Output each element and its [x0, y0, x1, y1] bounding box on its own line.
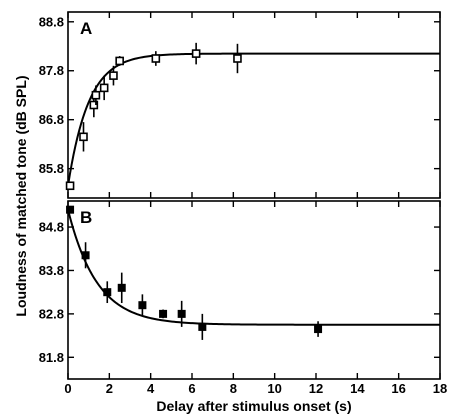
panel-a-data-point — [151, 54, 161, 63]
panel-b-data-point — [314, 325, 323, 334]
panel-b-letter: B — [80, 208, 92, 227]
panel-a-data-point — [191, 49, 201, 58]
panel-a-frame — [67, 11, 441, 199]
x-tick-label: 16 — [391, 381, 405, 396]
x-tick-label: 12 — [309, 381, 323, 396]
x-tick-label: 8 — [230, 381, 237, 396]
x-axis-title: Delay after stimulus onset (s) — [156, 398, 351, 414]
panel-a-data-point — [91, 90, 101, 100]
panel-b-data-point — [117, 283, 126, 292]
panel-a-fit-curve — [67, 52, 440, 186]
panel-b: B — [67, 200, 441, 380]
x-tick-label: 10 — [267, 381, 281, 396]
panel-b-data-point — [103, 288, 112, 297]
panel-b-frame — [67, 200, 441, 380]
x-tick-label: 18 — [433, 381, 447, 396]
panel-a-letter: A — [80, 19, 92, 38]
panel-b-data-point — [81, 251, 90, 260]
panel-b-ytick-label: 81.8 — [39, 350, 64, 365]
panel-a-data-point — [65, 181, 75, 191]
panel-b-ytick-label: 84.8 — [39, 220, 64, 235]
panel-b-ytick-label: 83.8 — [39, 263, 64, 278]
chart-marks: 85.8 86.8 87.8 88.8 81.8 82.8 83.8 84.8 0 2 4 6 8 10 1… — [39, 12, 447, 396]
panel-a-data-point — [115, 56, 124, 66]
panel-b-data-point — [66, 205, 75, 214]
x-tick-label: 0 — [64, 381, 71, 396]
panel-a-ytick-label: 85.8 — [39, 161, 64, 176]
panel-a-data-point — [89, 100, 99, 110]
panel-a-ytick-label: 87.8 — [39, 63, 64, 78]
y-axis-title: Loudness of matched tone (dB SPL) — [13, 75, 29, 316]
x-tick-label: 4 — [147, 381, 155, 396]
panel-b-ytick-label: 82.8 — [39, 306, 64, 321]
panel-b-data-point — [198, 322, 207, 331]
x-tick-label: 14 — [350, 381, 365, 396]
panel-a-ytick-label: 86.8 — [39, 112, 64, 127]
panel-a-data-point — [99, 83, 109, 93]
x-tick-label: 6 — [188, 381, 195, 396]
panel-a-ytick-label: 88.8 — [39, 14, 64, 29]
panel-a: A — [67, 11, 441, 199]
x-tick-label: 2 — [106, 381, 113, 396]
panel-b-data-point — [159, 309, 168, 318]
panel-b-data-point — [177, 309, 186, 318]
panel-a-data-point — [79, 132, 88, 142]
panel-b-fit-curve — [67, 209, 440, 326]
panel-b-data-point — [138, 301, 147, 310]
panel-a-data-point — [109, 71, 118, 80]
panel-a-data-point — [233, 54, 242, 63]
